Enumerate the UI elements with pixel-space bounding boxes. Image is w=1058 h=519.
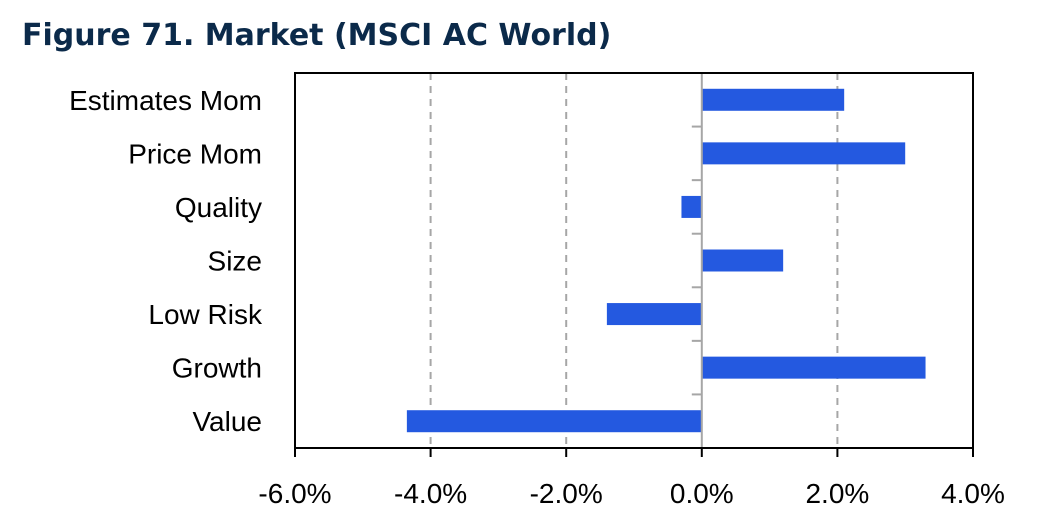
bar-low-risk (606, 303, 702, 326)
category-label: Growth (172, 353, 262, 384)
bar-value (406, 410, 702, 433)
zero-axis (691, 73, 703, 448)
gridlines (429, 73, 839, 448)
x-tick-label: -4.0% (394, 478, 467, 509)
chart-title: Figure 71. Market (MSCI AC World) (22, 18, 612, 53)
category-label: Estimates Mom (69, 85, 262, 116)
x-tick-label: -2.0% (530, 478, 603, 509)
category-label: Size (208, 246, 262, 277)
bar-growth (701, 356, 926, 379)
category-label: Quality (175, 192, 262, 223)
bar-quality (681, 195, 702, 218)
bar-estimates-mom (701, 88, 845, 111)
category-label: Price Mom (128, 138, 262, 169)
x-tick-label: 4.0% (941, 478, 1005, 509)
bar-price-mom (701, 142, 906, 165)
bar-size (701, 249, 784, 272)
plot-frame (294, 72, 974, 449)
x-tick-label: -6.0% (258, 478, 331, 509)
category-label: Low Risk (148, 299, 263, 330)
x-tick-label: 0.0% (670, 478, 734, 509)
category-label: Value (192, 406, 262, 437)
x-ticks: -6.0% -4.0% -2.0% 0.0% 2.0% 4.0% (258, 448, 1005, 509)
bars (406, 88, 926, 433)
x-tick-label: 2.0% (805, 478, 869, 509)
category-labels: Estimates Mom Price Mom Quality Size Low Ris… (69, 85, 263, 437)
